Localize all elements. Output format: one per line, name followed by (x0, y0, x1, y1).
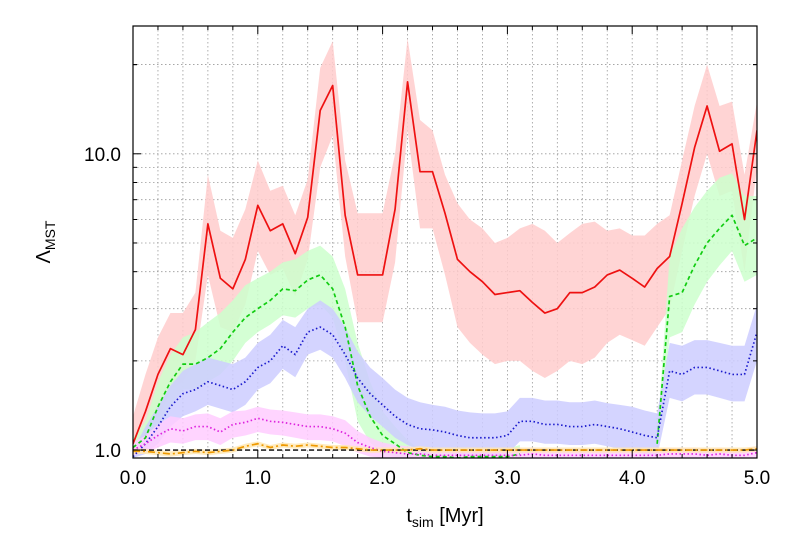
y-axis-label-sub: MST (42, 220, 58, 250)
series-lines (133, 80, 757, 458)
spread-bands (133, 38, 757, 458)
x-tick-label: 1.0 (245, 468, 271, 489)
y-axis-label-main: Λ (33, 249, 55, 263)
axis-ticks (132, 26, 758, 458)
series-line-1 (133, 274, 521, 458)
series-band-0 (133, 38, 757, 453)
y-tick-labels: 1.0 10.0 (84, 145, 121, 462)
x-tick-label: 3.0 (494, 468, 520, 489)
y-tick-label: 1.0 (95, 441, 121, 462)
series-line-4 (133, 417, 757, 457)
x-tick-label: 0.0 (120, 468, 146, 489)
y-axis-label: ΛMST (33, 220, 58, 263)
x-axis-label-unit: [Myr] (434, 505, 484, 527)
x-tick-labels: 0.0 1.0 2.0 3.0 4.0 5.0 (120, 468, 770, 489)
y-tick-label: 10.0 (84, 145, 121, 166)
series-line-2 (656, 214, 757, 444)
x-axis-label-main: t (406, 505, 412, 527)
plot-frame (132, 25, 758, 459)
series-band-2 (657, 173, 757, 451)
series-band-4 (133, 406, 757, 458)
x-tick-label: 2.0 (369, 468, 395, 489)
series-line-3 (133, 326, 757, 458)
series-band-1 (133, 245, 520, 458)
x-axis-label-sub: sim (412, 514, 434, 530)
series-band-3 (133, 300, 757, 458)
x-tick-label: 4.0 (619, 468, 645, 489)
x-tick-label: 5.0 (744, 468, 770, 489)
series-band-5 (133, 441, 757, 457)
x-axis-label: tsim [Myr] (406, 505, 483, 530)
series-line-0 (133, 80, 757, 445)
